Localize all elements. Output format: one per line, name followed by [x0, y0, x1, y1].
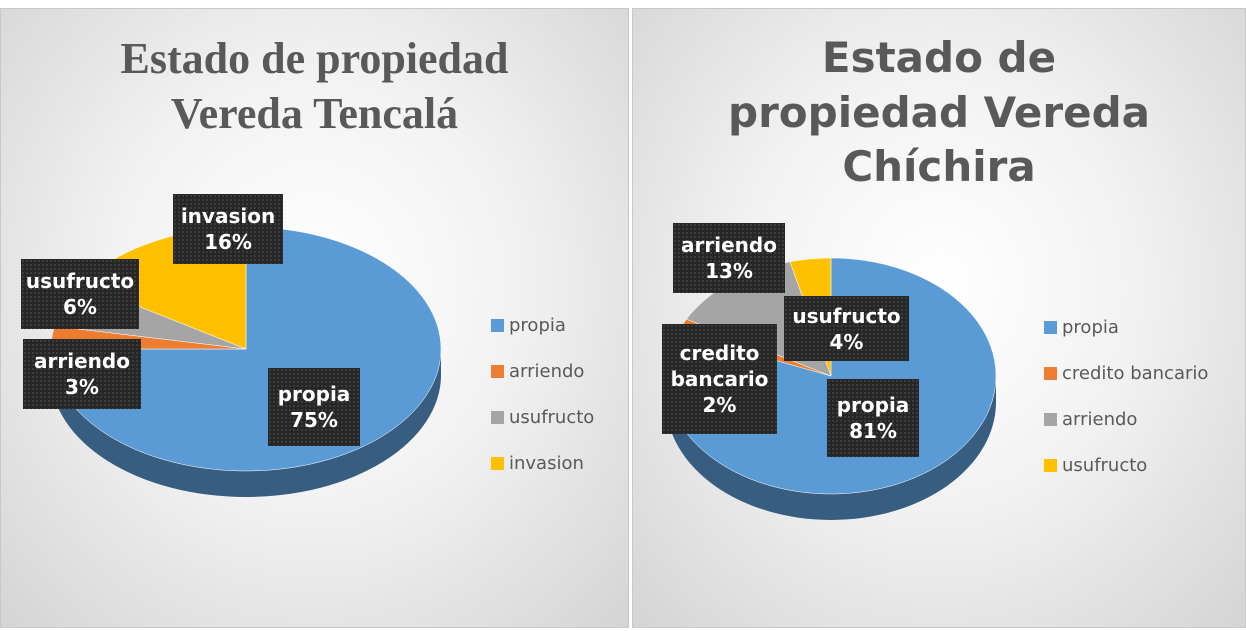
legend-swatch: [491, 365, 504, 378]
data-label-value: 81%: [849, 419, 897, 443]
legend-swatch: [491, 319, 504, 332]
data-label-box: credito bancario 2%: [662, 324, 777, 434]
pie-chart: propia75%propiaarriendo3%arriendousufruc…: [21, 194, 594, 497]
data-label-name: invasion: [180, 204, 276, 228]
data-label-name: arriendo: [681, 233, 777, 257]
chart-panel: propia 81% propia credito bancario 2% credito…: [632, 8, 1246, 628]
data-label-name: propia: [277, 382, 351, 406]
chart-panel: propia 75% propia arriendo 3% arriendo usufruc…: [0, 8, 629, 628]
slice-side: [666, 376, 996, 520]
data-label-box: usufructo 4%: [784, 296, 909, 361]
data-label-value: 3%: [65, 375, 99, 399]
data-label-box: arriendo 3%: [23, 339, 141, 409]
data-label-name: credito bancario: [670, 341, 769, 391]
legend-label: credito bancario: [1062, 363, 1208, 384]
data-label-value: 16%: [204, 230, 252, 254]
legend-swatch: [1044, 459, 1057, 472]
legend-swatch: [1044, 321, 1057, 334]
data-label-name: usufructo: [792, 303, 901, 328]
legend-swatch: [491, 457, 504, 470]
legend-label: propia: [1062, 317, 1119, 338]
data-label-name: propia: [836, 393, 910, 417]
data-label-name: usufructo: [25, 269, 135, 293]
legend-label: invasion: [509, 453, 584, 474]
data-label-value: 4%: [829, 329, 864, 354]
data-label-value: 2%: [702, 393, 737, 417]
data-label-value: 13%: [705, 259, 753, 283]
chart-title: Estado de propiedad Vereda Tencalá: [120, 34, 509, 138]
data-label-value: 75%: [290, 408, 338, 432]
legend-label: usufructo: [509, 407, 594, 428]
data-label-box: invasion 16%: [173, 194, 283, 264]
legend-label: arriendo: [509, 361, 584, 382]
legend-swatch: [491, 411, 504, 424]
data-label-box: usufructo 6%: [21, 259, 139, 329]
data-label-box: arriendo 13%: [673, 223, 785, 293]
legend-swatch: [1044, 413, 1057, 426]
chart-title: Estado de propiedad Vereda Chíchira: [728, 33, 1150, 192]
data-label-name: arriendo: [34, 349, 130, 373]
legend-label: propia: [509, 315, 566, 336]
legend-swatch: [1044, 367, 1057, 380]
legend-label: arriendo: [1062, 409, 1137, 430]
slice-side: [51, 349, 441, 497]
data-label-box: propia 75%: [268, 368, 360, 446]
data-label-value: 6%: [63, 295, 97, 319]
legend-label: usufructo: [1062, 455, 1147, 476]
data-label-box: propia 81%: [827, 379, 919, 457]
